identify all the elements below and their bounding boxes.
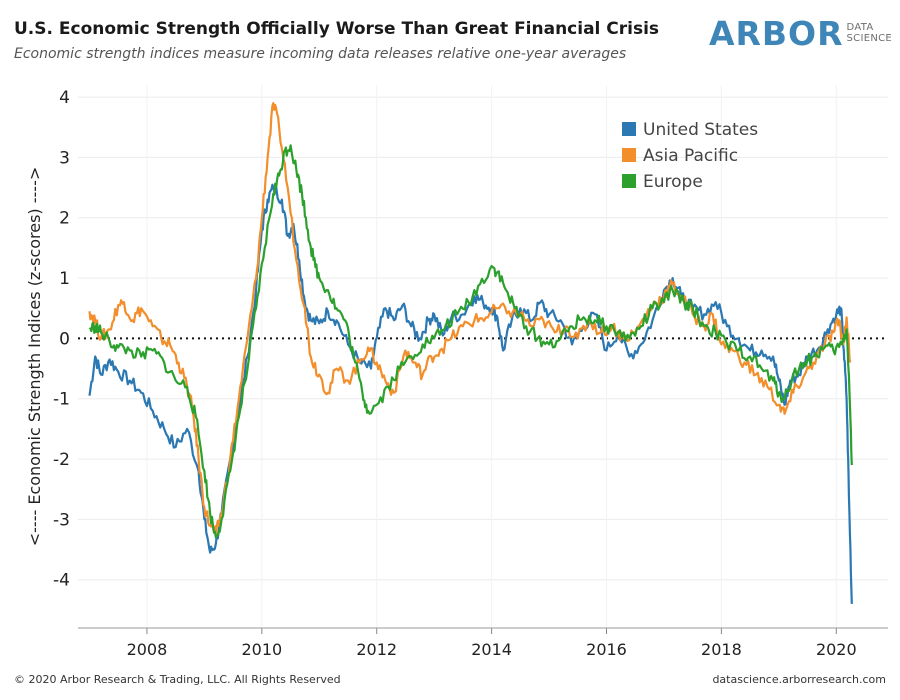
x-tick-label: 2020 xyxy=(816,640,857,659)
legend-swatch xyxy=(622,122,636,136)
legend-label: United States xyxy=(643,120,758,140)
y-tick-label: 2 xyxy=(59,209,70,229)
y-tick-label: -1 xyxy=(53,390,70,410)
legend-label: Asia Pacific xyxy=(643,146,738,166)
legend-swatch xyxy=(622,148,636,162)
y-tick-label: -4 xyxy=(53,571,70,591)
y-tick-label: 4 xyxy=(59,88,70,108)
chart-subtitle: Economic strength indices measure incomi… xyxy=(14,46,627,62)
y-tick-label: 3 xyxy=(59,148,70,168)
x-tick-label: 2012 xyxy=(356,640,397,659)
legend-label: Europe xyxy=(643,172,703,192)
logo-sub-line2: SCIENCE xyxy=(846,33,892,44)
y-tick-label: 1 xyxy=(59,269,70,289)
series-lines xyxy=(88,102,853,604)
series-line-asia-pacific xyxy=(88,102,852,536)
copyright-text: © 2020 Arbor Research & Trading, LLC. Al… xyxy=(14,673,341,686)
logo-sub-line1: DATA xyxy=(846,22,874,33)
series-line-united-states xyxy=(88,183,853,604)
y-tick-label: 0 xyxy=(59,329,70,349)
grid-lines xyxy=(78,85,888,628)
x-tick-label: 2008 xyxy=(127,640,168,659)
y-tick-label: -3 xyxy=(53,510,70,530)
series-line-europe xyxy=(88,144,853,539)
axes: 4 3 2 1 0 -1 -2 -3 -4 2008 2010 2012 2014 2016 2018 202… xyxy=(25,88,888,659)
logo-subtext: DATA SCIENCE xyxy=(847,22,892,44)
y-axis-label: <---- Economic Strength Indices (z-score… xyxy=(25,167,44,547)
chart-legend: United States Asia Pacific Europe xyxy=(622,120,758,192)
y-tick-label: -2 xyxy=(53,450,70,470)
x-tick-label: 2010 xyxy=(241,640,282,659)
chart-title: U.S. Economic Strength Officially Worse … xyxy=(14,19,660,39)
x-tick-label: 2014 xyxy=(471,640,512,659)
arbor-logo: ARBOR DATA SCIENCE xyxy=(709,10,892,56)
legend-swatch xyxy=(622,174,636,188)
x-tick-label: 2016 xyxy=(586,640,627,659)
x-tick-label: 2018 xyxy=(701,640,742,659)
logo-wordmark: ARBOR xyxy=(708,13,844,53)
site-url: datascience.arborresearch.com xyxy=(712,673,886,686)
